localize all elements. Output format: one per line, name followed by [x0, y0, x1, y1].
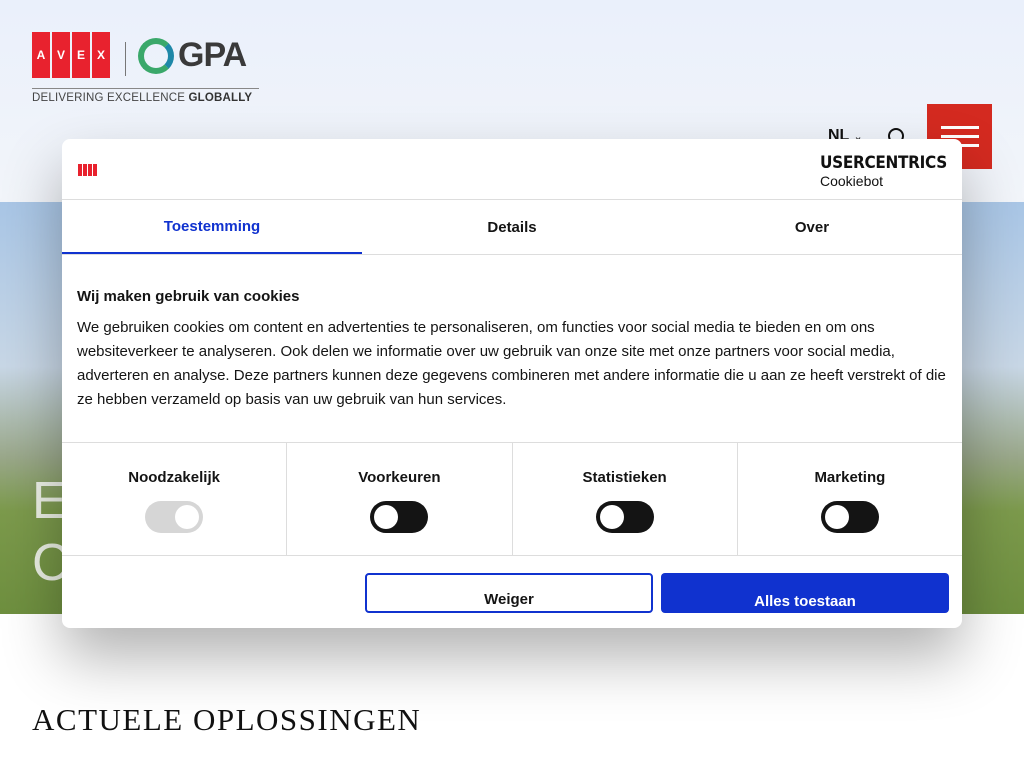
section-title: ACTUELE OPLOSSINGEN: [32, 702, 422, 737]
toggle-marketing[interactable]: [820, 501, 879, 533]
toggle-noodzakelijk: [145, 501, 204, 533]
category-label: Noodzakelijk: [128, 469, 220, 486]
allow-all-button[interactable]: Alles toestaan: [661, 573, 949, 613]
logo-letter: E: [72, 32, 90, 78]
tab-details[interactable]: Details: [487, 218, 537, 236]
logo-divider: [125, 42, 126, 76]
avex-gpa-logo[interactable]: A V E X GPA DELIVERING EXCELLENCE GLOBAL…: [32, 32, 259, 104]
cookie-consent-dialog: USERCENTRICS Cookiebot Toestemming Detail…: [62, 139, 962, 628]
deny-button[interactable]: Weiger: [365, 573, 653, 613]
tab-over[interactable]: Over: [794, 218, 830, 236]
tab-toestemming[interactable]: Toestemming: [62, 200, 362, 254]
category-label: Statistieken: [582, 469, 667, 486]
gpa-swirl-icon: [138, 37, 174, 74]
toggle-voorkeuren[interactable]: [370, 501, 429, 533]
category-label: Voorkeuren: [358, 469, 441, 486]
cookiebot-logo[interactable]: USERCENTRICS Cookiebot: [820, 153, 947, 189]
toggle-statistieken[interactable]: [595, 501, 654, 533]
consent-text: We gebruiken cookies om content en adver…: [77, 319, 946, 408]
logo-letter: X: [92, 32, 110, 78]
category-label: Marketing: [814, 469, 886, 486]
consent-heading: Wij maken gebruik van cookies: [77, 288, 300, 305]
avex-mini-logo: [78, 164, 97, 176]
tagline: DELIVERING EXCELLENCE GLOBALLY: [32, 88, 259, 104]
logo-letter: V: [52, 32, 70, 78]
gpa-text: GPA: [178, 36, 247, 74]
logo-letter: A: [32, 32, 50, 78]
